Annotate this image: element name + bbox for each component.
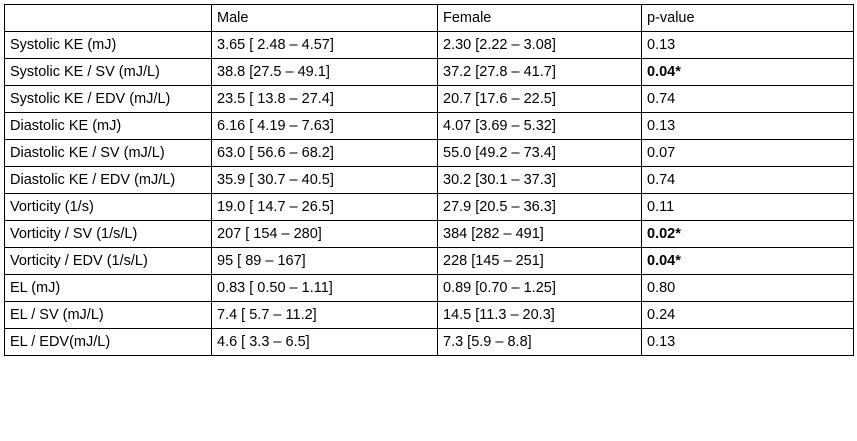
header-row: Male Female p-value <box>4 4 854 32</box>
table-row: Vorticity / EDV (1/s/L) 95 [ 89 – 167] 228… <box>4 247 854 275</box>
cell: 0.74 <box>641 166 854 194</box>
cell: 63.0 [ 56.6 – 68.2] <box>211 139 438 167</box>
cell: p-value <box>641 4 854 32</box>
cell: 23.5 [ 13.8 – 27.4] <box>211 85 438 113</box>
table-row: Vorticity / SV (1/s/L) 207 [ 154 – 280] 38… <box>4 220 854 248</box>
cell: 4.07 [3.69 – 5.32] <box>437 112 642 140</box>
cell: 0.83 [ 0.50 – 1.11] <box>211 274 438 302</box>
cell: Systolic KE / EDV (mJ/L) <box>4 85 212 113</box>
cell: 19.0 [ 14.7 – 26.5] <box>211 193 438 221</box>
cell: EL / EDV(mJ/L) <box>4 328 212 356</box>
table-row: Systolic KE / SV (mJ/L) 38.8 [27.5 – 49.1… <box>4 58 854 86</box>
table-row: Diastolic KE (mJ) 6.16 [ 4.19 – 7.63] 4.07… <box>4 112 854 140</box>
cell: 7.4 [ 5.7 – 11.2] <box>211 301 438 329</box>
cell: 55.0 [49.2 – 73.4] <box>437 139 642 167</box>
cell: 4.6 [ 3.3 – 6.5] <box>211 328 438 356</box>
cell: Diastolic KE (mJ) <box>4 112 212 140</box>
cell: 0.04* <box>641 58 854 86</box>
cell: Female <box>437 4 642 32</box>
table-row: EL (mJ) 0.83 [ 0.50 – 1.11] 0.89 [0.70 – 1… <box>4 274 854 302</box>
table-row: Systolic KE / EDV (mJ/L) 23.5 [ 13.8 – 27… <box>4 85 854 113</box>
cell: 0.13 <box>641 31 854 59</box>
cell: 2.30 [2.22 – 3.08] <box>437 31 642 59</box>
cell: EL (mJ) <box>4 274 212 302</box>
table-row: EL / SV (mJ/L) 7.4 [ 5.7 – 11.2] 14.5 [11.… <box>4 301 854 329</box>
cell: Vorticity / EDV (1/s/L) <box>4 247 212 275</box>
cell: 7.3 [5.9 – 8.8] <box>437 328 642 356</box>
cell: EL / SV (mJ/L) <box>4 301 212 329</box>
cell: 27.9 [20.5 – 36.3] <box>437 193 642 221</box>
cell: Systolic KE / SV (mJ/L) <box>4 58 212 86</box>
cell: 38.8 [27.5 – 49.1] <box>211 58 438 86</box>
cell: 0.04* <box>641 247 854 275</box>
table-row: Diastolic KE / SV (mJ/L) 63.0 [ 56.6 – 68… <box>4 139 854 167</box>
cell: 30.2 [30.1 – 37.3] <box>437 166 642 194</box>
cell: Male <box>211 4 438 32</box>
table-row: Diastolic KE / EDV (mJ/L) 35.9 [ 30.7 – 4… <box>4 166 854 194</box>
data-table: Male Female p-value Systolic KE (mJ) 3.65 [ … <box>4 4 854 356</box>
cell: 0.13 <box>641 328 854 356</box>
cell: 0.11 <box>641 193 854 221</box>
cell: 0.74 <box>641 85 854 113</box>
cell: Vorticity (1/s) <box>4 193 212 221</box>
cell: 3.65 [ 2.48 – 4.57] <box>211 31 438 59</box>
cell: Diastolic KE / EDV (mJ/L) <box>4 166 212 194</box>
cell: 0.07 <box>641 139 854 167</box>
cell: 0.13 <box>641 112 854 140</box>
cell: 0.24 <box>641 301 854 329</box>
cell: 0.80 <box>641 274 854 302</box>
cell: 37.2 [27.8 – 41.7] <box>437 58 642 86</box>
cell: 6.16 [ 4.19 – 7.63] <box>211 112 438 140</box>
cell: Diastolic KE / SV (mJ/L) <box>4 139 212 167</box>
table-row: EL / EDV(mJ/L) 4.6 [ 3.3 – 6.5] 7.3 [5.9 –… <box>4 328 854 356</box>
cell: Vorticity / SV (1/s/L) <box>4 220 212 248</box>
cell: 35.9 [ 30.7 – 40.5] <box>211 166 438 194</box>
cell: 20.7 [17.6 – 22.5] <box>437 85 642 113</box>
cell <box>4 4 212 32</box>
cell: 207 [ 154 – 280] <box>211 220 438 248</box>
cell: Systolic KE (mJ) <box>4 31 212 59</box>
cell: 0.02* <box>641 220 854 248</box>
cell: 95 [ 89 – 167] <box>211 247 438 275</box>
table-row: Vorticity (1/s) 19.0 [ 14.7 – 26.5] 27.9 [… <box>4 193 854 221</box>
cell: 384 [282 – 491] <box>437 220 642 248</box>
cell: 0.89 [0.70 – 1.25] <box>437 274 642 302</box>
cell: 228 [145 – 251] <box>437 247 642 275</box>
table-row: Systolic KE (mJ) 3.65 [ 2.48 – 4.57] 2.30 … <box>4 31 854 59</box>
cell: 14.5 [11.3 – 20.3] <box>437 301 642 329</box>
